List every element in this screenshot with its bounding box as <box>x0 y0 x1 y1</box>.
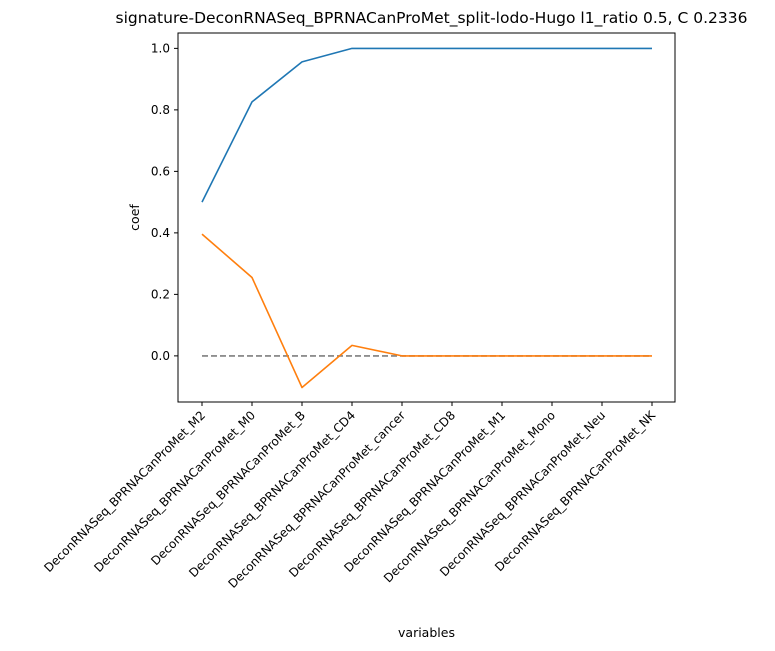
plot-area <box>177 32 676 403</box>
x-axis: DeconRNASeq_BPRNACanProMet_M2DeconRNASeq… <box>41 402 659 591</box>
y-axis: 0.0 0.2 0.4 0.6 0.8 1.0 <box>151 41 178 363</box>
x-tick-label: DeconRNASeq_BPRNACanProMet_cancer <box>225 408 408 591</box>
x-axis-label: variables <box>398 625 455 640</box>
x-tick-label: DeconRNASeq_BPRNACanProMet_Mono <box>381 408 558 585</box>
y-axis-label: coef <box>127 204 142 231</box>
chart-title: signature-DeconRNASeq_BPRNACanProMet_spl… <box>116 9 748 28</box>
y-tick-label: 0.8 <box>151 103 170 117</box>
y-tick-label: 1.0 <box>151 41 170 55</box>
y-tick-label: 0.6 <box>151 164 170 178</box>
series-line-2 <box>201 233 652 389</box>
series-line-1 <box>201 47 652 203</box>
plot-frame <box>177 32 676 403</box>
y-tick-label: 0.2 <box>151 287 170 301</box>
series-layer <box>201 47 652 389</box>
y-tick-label: 0.4 <box>151 226 170 240</box>
y-tick-label: 0.0 <box>151 349 170 363</box>
